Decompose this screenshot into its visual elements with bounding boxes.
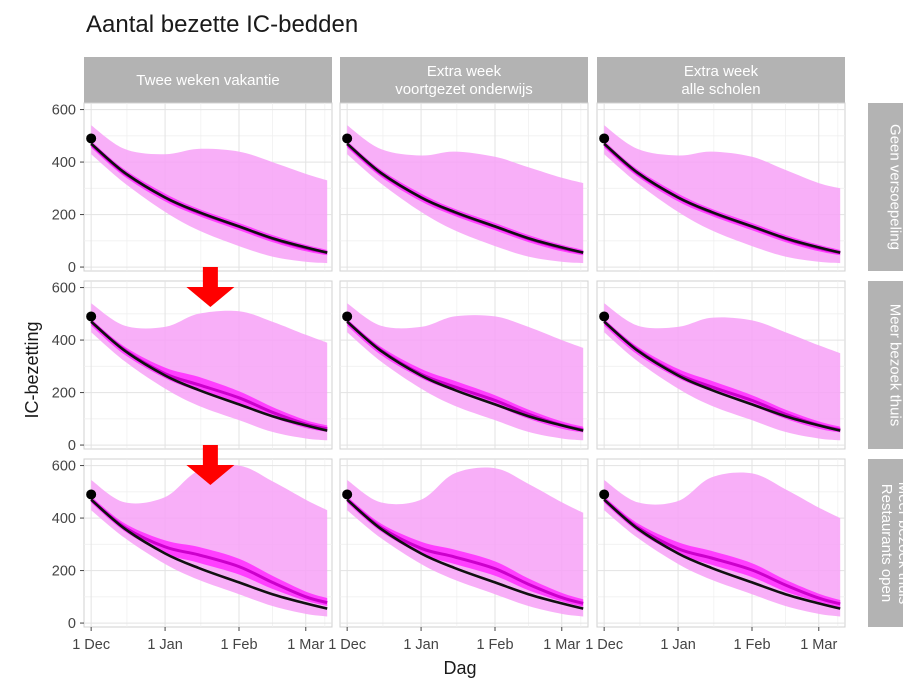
column-strip-background [597,57,845,103]
inner-band [604,496,841,608]
column-strip-label-line: Extra week [684,63,759,80]
prediction-band [604,125,841,264]
baseline-line [90,498,328,610]
y-tick-label: 0 [68,260,76,276]
facet-panel [596,280,846,450]
prediction-band [347,303,584,441]
observed-point [342,489,353,500]
y-tick-label: 200 [52,564,76,580]
x-tick-label: 1 Jan [403,637,438,653]
column-strip: Extra week alle scholen [597,57,845,103]
inner-band [604,319,841,433]
x-tick-label: 1 Mar [800,637,837,653]
x-tick-label: 1 Feb [733,637,770,653]
facet-panel [339,102,589,272]
chart-title: Aantal bezette IC-bedden [86,11,358,38]
baseline-line [603,498,841,610]
y-tick-label: 600 [52,103,76,119]
red-arrow-icon [186,445,235,485]
x-tick-label: 1 Feb [476,637,513,653]
x-axis-title: Dag [443,658,476,678]
x-tick-label: 1 Mar [543,637,580,653]
y-tick-label: 400 [52,155,76,171]
facet-panel: 0 200 400 600 [52,102,333,276]
row-strip-label: Meer bezoek thuis [887,304,903,427]
x-tick-label: 1 Jan [147,637,182,653]
row-strip: Meer bezoek thuis [868,281,903,449]
column-strip: Twee weken vakantie [84,57,332,103]
facet-panel [596,102,846,272]
y-tick-label: 600 [52,459,76,475]
observed-point [599,311,610,322]
y-tick-label: 400 [52,511,76,527]
facet-panel: 0 200 400 600 1 Dec 1 Jan 1 Feb 1 Mar [52,458,333,653]
observed-point [342,133,353,144]
x-tick-label: 1 Mar [287,637,324,653]
y-tick-label: 600 [52,281,76,297]
column-strip-label: Extra week voortgezet onderwijs [395,63,533,98]
column-strip-label-line: Twee weken vakantie [136,72,279,89]
baseline-line [346,142,584,254]
facet-panel: 0 200 400 600 [52,280,333,454]
x-tick-label: 1 Jan [660,637,695,653]
y-tick-label: 0 [68,616,76,632]
y-tick-label: 0 [68,438,76,454]
baseline-line [346,498,584,610]
baseline-line [603,320,841,432]
row-strip-label: Geen versoepeling [887,124,903,250]
prediction-band [604,303,841,441]
baseline-line [90,142,328,254]
observed-point [342,311,353,322]
column-strip-background [340,57,588,103]
column-strip-label-line: alle scholen [681,81,760,98]
observed-point [599,489,610,500]
inner-band [91,319,328,432]
inner-band [347,496,584,607]
column-strip: Extra week voortgezet onderwijs [340,57,588,103]
facet-panel: 1 Dec 1 Jan 1 Feb 1 Mar [585,458,846,653]
prediction-band [347,125,584,264]
baseline-line [603,142,841,254]
row-strip: Geen versoepeling [868,103,903,271]
inner-band [347,319,584,433]
row-strip-background [868,459,903,627]
observed-point [86,311,97,322]
facet-panel [339,280,589,450]
baseline-line [90,320,328,432]
prediction-band [91,125,328,264]
baseline-line [346,320,584,432]
y-tick-label: 400 [52,333,76,349]
x-tick-label: 1 Dec [585,637,623,653]
inner-band [91,496,328,606]
row-strip-label: Meer bezoek thuis [895,482,903,605]
row-strip-background [868,103,903,271]
observed-point [86,133,97,144]
column-strip-label: Twee weken vakantie [136,72,279,89]
red-arrow-icon [186,267,235,307]
observed-point [599,133,610,144]
row-strip-label: Restaurants open [878,484,895,602]
observed-point [86,489,97,500]
row-strip-background [868,281,903,449]
y-tick-label: 200 [52,208,76,224]
column-strip-label-line: voortgezet onderwijs [395,81,533,98]
x-tick-label: 1 Dec [72,637,110,653]
median-line [90,498,328,605]
y-tick-label: 200 [52,386,76,402]
column-strip-background [84,57,332,103]
facet-panel: 1 Dec 1 Jan 1 Feb 1 Mar [328,458,589,653]
x-tick-label: 1 Dec [328,637,366,653]
x-tick-label: 1 Feb [220,637,257,653]
column-strip-label-line: Extra week [427,63,502,80]
column-strip-label: Extra week alle scholen [681,63,760,98]
y-axis-title: IC-bezetting [22,321,42,418]
